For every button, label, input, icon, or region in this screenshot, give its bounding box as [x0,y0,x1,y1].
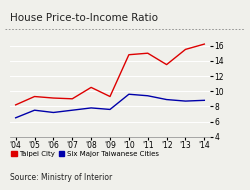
Text: Source: Ministry of Interior: Source: Ministry of Interior [10,173,112,182]
Text: House Price-to-Income Ratio: House Price-to-Income Ratio [10,13,158,23]
Legend: Taipei City, Six Major Taiwanese Cities: Taipei City, Six Major Taiwanese Cities [8,148,161,160]
